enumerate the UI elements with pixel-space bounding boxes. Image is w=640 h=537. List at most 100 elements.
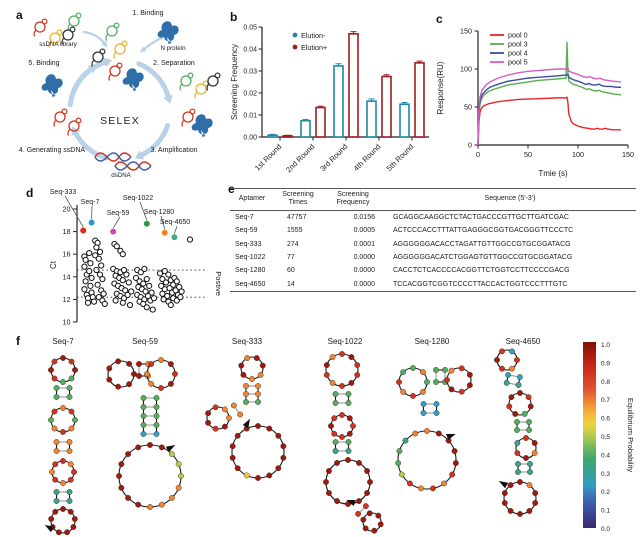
leader-line — [112, 216, 121, 229]
y-axis-label: Ct — [49, 260, 58, 269]
x-tick-label: 5th Round — [385, 142, 416, 173]
scatter-point — [178, 288, 185, 295]
bar-Elution- — [300, 118, 311, 138]
table-header: Screening Frequency — [322, 188, 384, 211]
scatter-point — [148, 289, 155, 296]
scatter-point — [86, 268, 93, 275]
series-pool 0 — [477, 96, 621, 146]
scatter-point — [93, 244, 100, 251]
panel-letter-a: a — [16, 8, 23, 22]
scatter-point — [86, 249, 93, 257]
y-axis-label: Screening Frequency — [230, 44, 239, 120]
table-cell: 0.0001 — [353, 240, 375, 248]
scatter-point — [87, 260, 94, 267]
scatter-point — [101, 300, 108, 308]
y-tick-label: 0.04 — [243, 46, 257, 53]
highlight-label: Seq-1280 — [144, 209, 174, 216]
strand-end-arrow — [44, 525, 55, 533]
structure-name: Seq-4650 — [506, 337, 541, 346]
scatter-point — [87, 282, 94, 289]
highlight-label: Seq-4650 — [160, 219, 190, 226]
panel-letter-d: d — [26, 186, 34, 200]
strand-end-arrow — [498, 481, 509, 489]
scatter-point — [159, 290, 166, 297]
table-row: Seq-59 1555 0.0005 ACTCCCACCTTTATTGAGGGCGGT… — [230, 224, 636, 237]
table-cell: Seq-1280 — [235, 267, 266, 275]
table-cell: ACTCCCACCTTTATTGAGGGCGGTGACGGGTTCCCTC — [393, 227, 574, 235]
diagram-label: 3. Amplification — [150, 147, 197, 154]
bar-Elution- — [366, 98, 377, 138]
table-row: Seq-1280 60 0.0000 CACCTCTCACCCCACGGTTCTGGT… — [230, 264, 636, 277]
y-tick-label: 50 — [464, 103, 472, 112]
table-cell: Seq-7 — [235, 213, 254, 221]
colorbar-tick-label: 0.9 — [601, 360, 610, 367]
scatter-point — [149, 306, 156, 313]
table-cell: Seq-4650 — [230, 277, 274, 293]
legend-label: pool 5 — [508, 58, 528, 67]
secondary-structure-diagrams: Seq-7 Seq-59 Seq-333 Seq-1022 Seq-1280 Seq-46… — [44, 337, 635, 536]
legend-label: Elution- — [301, 31, 326, 40]
y-tick-label: 12 — [63, 295, 71, 304]
scatter-point — [128, 288, 135, 295]
y-tick-label: 14 — [63, 272, 71, 281]
structure-name: Seq-1280 — [415, 337, 450, 346]
binding-arrowhead — [101, 40, 108, 48]
table-cell: Seq-333 — [235, 240, 262, 248]
aptamer-glyph — [105, 22, 120, 41]
highlight-point-Seq-7 — [88, 219, 95, 226]
structure-Seq-1280 — [395, 365, 473, 492]
highlight-label: Seq-7 — [81, 199, 100, 206]
scatter-point — [164, 292, 171, 300]
scatter-point — [162, 279, 170, 286]
aptamer-glyph — [67, 117, 82, 136]
colorbar-tick-label: 0.8 — [601, 379, 610, 386]
colorbar-label: Equilibrium Probability — [626, 398, 635, 472]
y-tick-label: 0.02 — [243, 90, 257, 97]
x-tick-label: 4th Round — [352, 142, 383, 173]
n-protein-blob — [157, 21, 179, 44]
scatter-point — [143, 304, 150, 311]
series-pool 5 — [477, 67, 622, 146]
leader-line — [174, 225, 178, 234]
bar-Elution+ — [381, 74, 392, 138]
leader-line — [139, 201, 148, 221]
aptamer-glyph — [61, 26, 76, 45]
table-cell: 1555 — [287, 227, 303, 235]
aptamer-glyph — [53, 108, 68, 127]
scatter-point — [82, 278, 89, 285]
table-cell: Seq-59 — [235, 227, 258, 235]
scatter-point — [84, 299, 92, 306]
table-row: Seq-1022 77 0.0000 AGGGGGGACATCTGGAGTGTTGGC… — [230, 251, 636, 264]
x-tick-label: 100 — [572, 150, 584, 159]
aptamer-glyph — [48, 29, 63, 48]
table-cell: 60 — [287, 267, 295, 275]
aptamer-glyph — [181, 108, 196, 127]
cycle-arrowhead — [163, 94, 173, 104]
bar-Elution+ — [282, 134, 293, 138]
table-row: Seq-333 274 0.0001 AGGGGGGACACCTAGATTGTTGGC… — [230, 238, 636, 251]
scatter-point — [100, 290, 107, 297]
colorbar-tick-label: 0.3 — [601, 471, 610, 478]
colorbar-tick-label: 0.6 — [601, 416, 610, 423]
scatter-point — [173, 278, 180, 285]
table-cell: 0.0000 — [353, 267, 375, 275]
y-tick-label: 16 — [63, 250, 71, 259]
legend-marker — [292, 32, 298, 38]
binding-arrow — [141, 36, 164, 52]
y-tick-label: 100 — [460, 65, 472, 74]
legend-marker — [292, 44, 298, 50]
structure-Seq-59 — [106, 357, 184, 510]
scatter-point — [95, 294, 102, 301]
series-pool 4 — [477, 73, 621, 146]
y-tick-label: 150 — [460, 27, 472, 36]
scatter-point — [161, 268, 168, 275]
y-tick-label: 0.03 — [243, 68, 257, 75]
structure-Seq-4650 — [494, 348, 539, 517]
y-tick-label: 20 — [63, 205, 71, 214]
scatter-point — [143, 275, 150, 283]
scatter-point — [132, 274, 140, 282]
table-cell: 0.0000 — [353, 254, 375, 262]
table-cell: Seq-1022 — [235, 254, 266, 262]
table-cell: CACCTCTCACCCCACGGTTCTGGTCCTTCCCCGACG — [393, 267, 570, 275]
